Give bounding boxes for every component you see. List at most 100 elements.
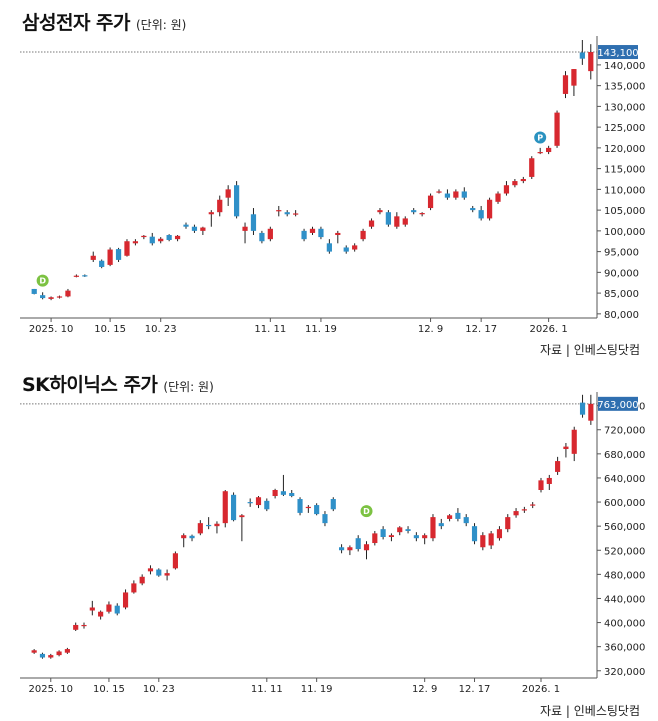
candle <box>335 230 341 244</box>
candle <box>65 288 71 298</box>
candle-body <box>503 185 510 194</box>
candle <box>588 44 594 80</box>
candle <box>309 226 316 236</box>
candle <box>505 514 511 533</box>
candle-body <box>571 429 577 454</box>
candle-body <box>538 480 544 490</box>
candle-body <box>486 199 493 219</box>
candle <box>56 650 62 657</box>
candle-body <box>158 238 164 242</box>
candle <box>447 514 453 522</box>
y-tick-label: 440,000 <box>604 594 645 605</box>
x-tick-label: 12. 9 <box>418 324 443 335</box>
candle <box>166 234 172 242</box>
candle-body <box>505 517 511 530</box>
candle-body <box>139 576 145 584</box>
y-tick-label: 600,000 <box>604 498 645 509</box>
x-tick-label: 11. 11 <box>254 324 286 335</box>
candle <box>422 533 428 545</box>
candle-body <box>114 605 120 614</box>
candle <box>90 251 96 262</box>
x-tick-label: 2025. 10 <box>29 324 74 335</box>
candle <box>380 526 386 540</box>
candle-body <box>99 260 105 267</box>
candle-body <box>330 499 336 510</box>
candle-body <box>276 210 282 212</box>
candle <box>297 497 303 516</box>
y-tick-label: 130,000 <box>604 102 645 113</box>
candle-body <box>444 193 451 198</box>
x-tick-label: 2025. 10 <box>29 684 74 695</box>
candle-body <box>56 651 62 656</box>
candle-body <box>463 517 469 524</box>
candle <box>402 216 408 227</box>
candle <box>512 179 518 188</box>
candle-body <box>166 235 172 240</box>
candle <box>242 222 248 244</box>
y-tick-label: 120,000 <box>604 144 645 155</box>
candle-body <box>73 624 79 630</box>
candle-body <box>65 290 71 297</box>
samsung-candlestick-plot: 80,000 85,000 90,000 95,000 100,000 105,000 11… <box>20 36 645 335</box>
candle-body <box>147 568 154 572</box>
candle <box>554 110 560 148</box>
y-tick-label: 360,000 <box>604 643 645 654</box>
candle <box>385 210 392 227</box>
x-tick-label: 12. 9 <box>412 684 437 695</box>
candle-body <box>217 199 223 213</box>
candle <box>164 569 170 581</box>
y-tick-label: 125,000 <box>604 123 645 134</box>
candle <box>250 208 257 236</box>
candle-body <box>419 213 425 215</box>
candle-body <box>149 236 155 244</box>
candle <box>411 208 417 215</box>
candle-body <box>183 224 189 227</box>
candle-body <box>588 52 594 72</box>
x-tick-label: 12. 17 <box>459 684 491 695</box>
y-tick-label: 105,000 <box>604 206 645 217</box>
candle-body <box>571 69 577 86</box>
candle-body <box>430 517 436 539</box>
candle-body <box>554 112 560 146</box>
last-price-label: 763,000 <box>597 400 638 411</box>
candle-body <box>377 210 383 213</box>
candle-body <box>115 249 122 260</box>
candle <box>239 514 245 542</box>
candle <box>430 514 436 542</box>
candle <box>405 526 411 534</box>
candle <box>571 69 577 97</box>
candle <box>222 490 228 528</box>
candle <box>562 71 569 99</box>
candle-body <box>272 490 278 497</box>
candle <box>99 259 105 269</box>
candle <box>233 181 240 219</box>
candle-body <box>368 220 375 227</box>
event-marker <box>534 131 547 144</box>
event-marker <box>360 505 373 518</box>
candle-body <box>513 511 519 516</box>
candle-body <box>546 147 552 153</box>
candle <box>122 589 129 610</box>
candle <box>289 490 295 498</box>
candle <box>413 532 419 542</box>
candle <box>56 295 63 299</box>
candle-body <box>588 403 594 421</box>
x-tick-label: 10. 15 <box>94 324 126 335</box>
candle-body <box>322 514 328 524</box>
candle-body <box>521 509 527 511</box>
candle <box>132 239 139 246</box>
x-tick-label: 11. 11 <box>251 684 283 695</box>
candle-body <box>233 185 240 217</box>
candle-body <box>141 235 147 238</box>
event-marker-label: P <box>537 134 543 143</box>
candle <box>478 205 484 221</box>
candle <box>496 526 503 541</box>
candle-body <box>98 611 104 617</box>
x-tick-label: 2026. 1 <box>522 684 560 695</box>
candle <box>436 189 442 194</box>
candle-body <box>339 547 345 551</box>
candle-body <box>355 538 361 550</box>
candle-body <box>64 649 70 653</box>
candle <box>546 474 552 490</box>
candle-body <box>579 52 585 59</box>
